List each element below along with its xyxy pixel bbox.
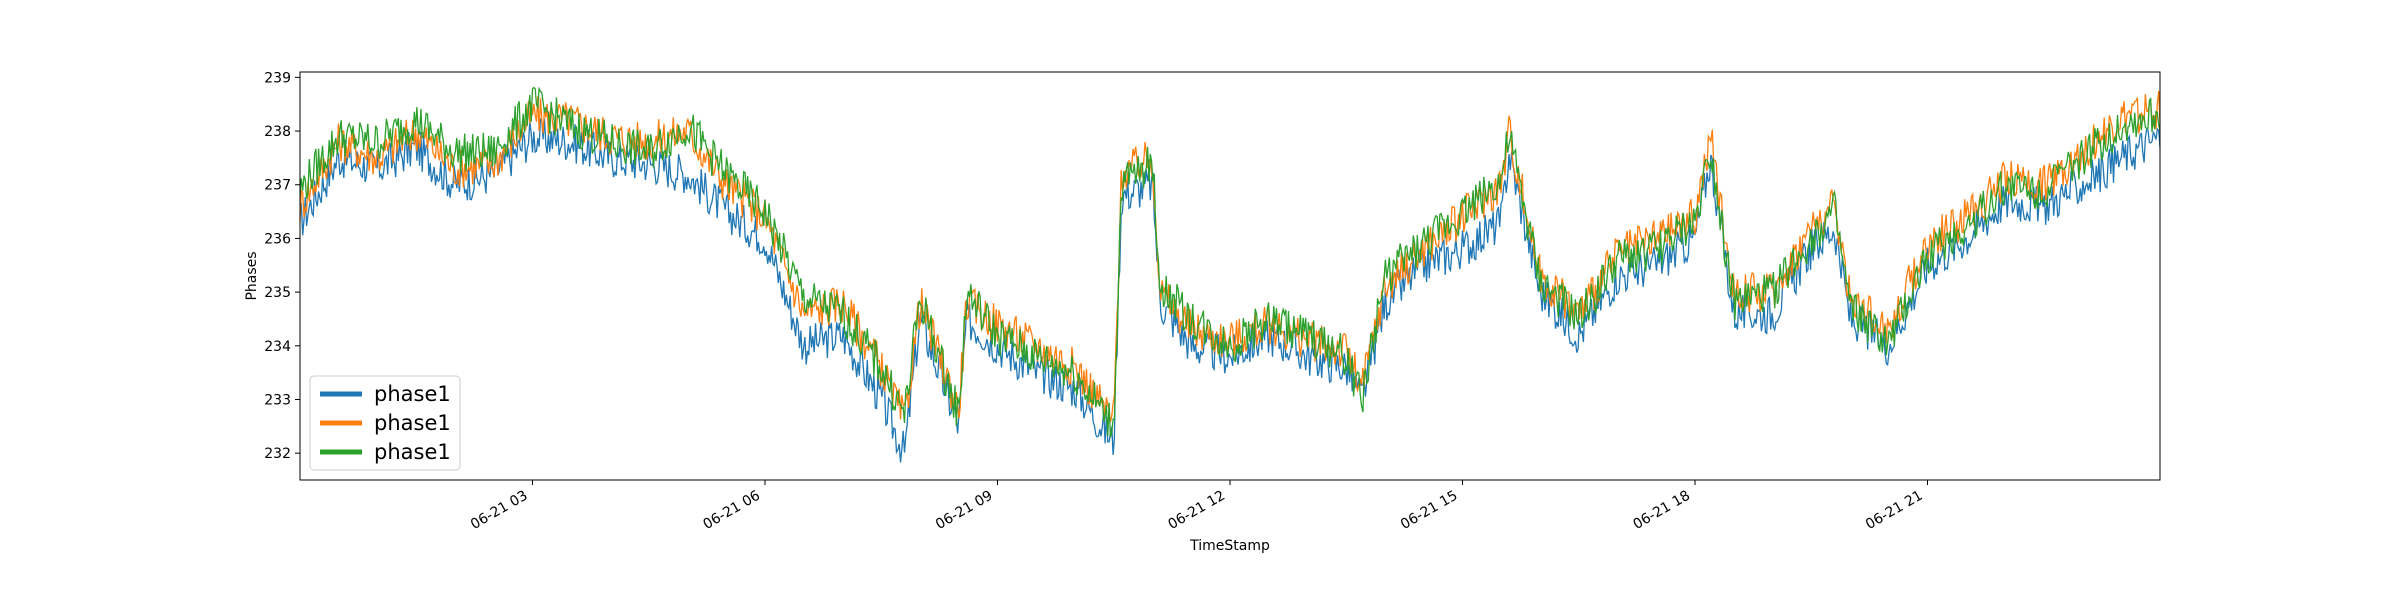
x-tick-label: 06-21 15 [1398,488,1461,533]
series-line-1 [299,118,2161,463]
y-tick-label: 239 [264,70,291,86]
x-tick-label: 06-21 03 [468,488,531,533]
x-tick-label: 06-21 06 [700,488,763,533]
x-tick-label: 06-21 12 [1165,488,1228,533]
legend-label: phase1 [374,411,451,435]
x-tick-label: 06-21 21 [1863,488,1926,533]
y-tick-label: 238 [264,124,291,140]
y-tick-label: 236 [264,231,291,247]
y-axis-label: Phases [244,251,260,300]
x-tick-label: 06-21 09 [933,488,996,533]
x-tick-label: 06-21 18 [1630,488,1693,533]
x-axis: 06-21 03 06-21 06 06-21 09 06-21 12 06-21 15… [468,480,1928,533]
y-tick-label: 235 [264,285,291,301]
y-axis: 232 233 234 235 236 237 238 239 [264,70,300,462]
legend-box [309,375,461,471]
series-line-2 [299,90,2161,423]
plot-series-group [299,86,2161,463]
legend-label: phase1 [374,440,451,464]
legend-label: phase1 [374,382,451,406]
x-axis-label: TimeStamp [1189,538,1270,554]
y-tick-label: 237 [264,178,291,194]
y-tick-label: 232 [264,446,291,462]
series-line-3 [299,86,2161,438]
y-tick-label: 234 [264,339,291,355]
legend: phase1 phase1 phase1 [309,375,461,471]
plot-area-frame [299,71,2161,481]
y-tick-label: 233 [264,392,291,408]
